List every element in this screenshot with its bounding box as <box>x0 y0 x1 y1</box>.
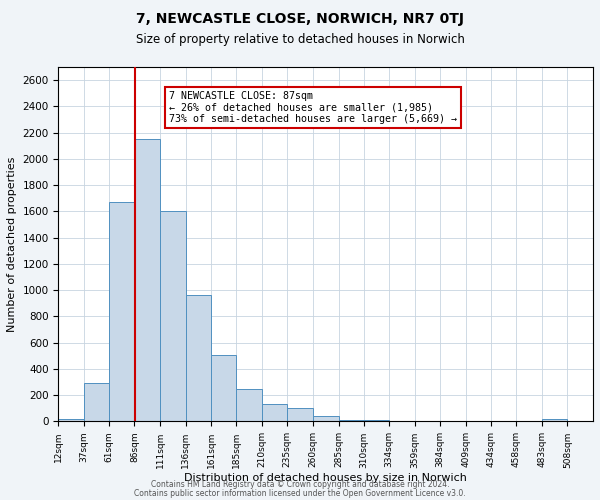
Text: 7, NEWCASTLE CLOSE, NORWICH, NR7 0TJ: 7, NEWCASTLE CLOSE, NORWICH, NR7 0TJ <box>136 12 464 26</box>
Bar <box>287 408 313 422</box>
Bar <box>84 382 109 422</box>
Bar <box>160 210 186 422</box>
Bar <box>466 420 491 422</box>
X-axis label: Distribution of detached houses by size in Norwich: Distribution of detached houses by size … <box>184 473 467 483</box>
Bar <box>109 202 134 422</box>
Bar <box>313 416 338 422</box>
Bar <box>186 296 211 422</box>
Bar <box>338 420 364 422</box>
Text: 7 NEWCASTLE CLOSE: 87sqm
← 26% of detached houses are smaller (1,985)
73% of sem: 7 NEWCASTLE CLOSE: 87sqm ← 26% of detach… <box>169 90 457 124</box>
Text: Contains HM Land Registry data © Crown copyright and database right 2024.: Contains HM Land Registry data © Crown c… <box>151 480 449 489</box>
Bar <box>364 420 389 422</box>
Text: Contains public sector information licensed under the Open Government Licence v3: Contains public sector information licen… <box>134 488 466 498</box>
Bar <box>415 420 440 422</box>
Bar <box>236 389 262 422</box>
Bar <box>440 420 466 422</box>
Bar <box>542 419 568 422</box>
Bar <box>516 420 542 422</box>
Text: Size of property relative to detached houses in Norwich: Size of property relative to detached ho… <box>136 32 464 46</box>
Bar <box>262 404 287 421</box>
Bar <box>134 139 160 422</box>
Y-axis label: Number of detached properties: Number of detached properties <box>7 156 17 332</box>
Bar <box>389 420 415 422</box>
Bar <box>211 355 236 422</box>
Bar <box>491 420 516 422</box>
Bar <box>58 420 84 422</box>
